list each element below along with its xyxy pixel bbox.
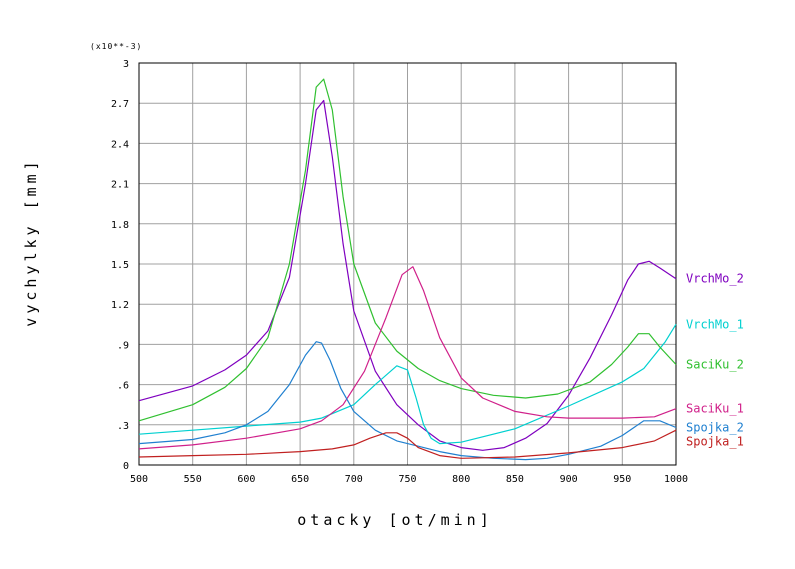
y-tick-label: 2.7 [111, 99, 129, 110]
legend-label-vrchmo-1: VrchMo_1 [686, 317, 744, 331]
legend-label-spojka-1: Spojka_1 [686, 435, 744, 449]
y-tick-label: 1.8 [111, 220, 129, 231]
y-tick-label: 2.4 [111, 139, 129, 150]
y-tick-label: .6 [117, 381, 129, 392]
legend-label-vrchmo-2: VrchMo_2 [686, 272, 744, 286]
y-tick-label: 0 [123, 461, 129, 472]
x-tick-label: 950 [613, 474, 631, 485]
x-tick-label: 900 [560, 474, 578, 485]
x-tick-label: 500 [130, 474, 148, 485]
y-axis-label: vychylky [mm] [22, 157, 40, 326]
legend-label-saciku-1: SaciKu_1 [686, 402, 744, 416]
x-tick-label: 850 [506, 474, 524, 485]
y-tick-label: .3 [117, 421, 129, 432]
legend-label-spojka-2: Spojka_2 [686, 421, 744, 435]
x-tick-label: 600 [237, 474, 255, 485]
x-tick-label: 650 [291, 474, 309, 485]
y-tick-label: 2.1 [111, 180, 129, 191]
y-multiplier-label: (x10**-3) [90, 42, 142, 51]
y-tick-label: 1.2 [111, 300, 129, 311]
y-tick-label: 1.5 [111, 260, 129, 271]
y-tick-label: 3 [123, 59, 129, 70]
x-tick-label: 800 [452, 474, 470, 485]
x-axis-label: otacky [ot/min] [297, 511, 492, 529]
y-tick-label: .9 [117, 340, 129, 351]
x-tick-label: 700 [345, 474, 363, 485]
x-tick-label: 750 [398, 474, 416, 485]
x-tick-label: 1000 [664, 474, 688, 485]
legend-label-saciku-2: SaciKu_2 [686, 358, 744, 372]
x-tick-label: 550 [184, 474, 202, 485]
